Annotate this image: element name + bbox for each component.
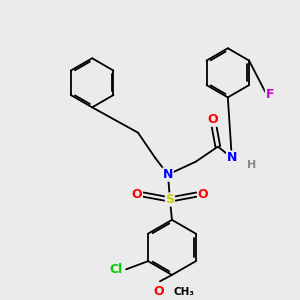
- Text: CH₃: CH₃: [173, 287, 194, 297]
- Text: F: F: [266, 88, 274, 101]
- Text: N: N: [226, 151, 237, 164]
- Text: O: O: [198, 188, 208, 201]
- Text: S: S: [166, 193, 175, 206]
- Text: O: O: [153, 285, 164, 298]
- Text: O: O: [208, 113, 218, 126]
- Text: Cl: Cl: [109, 263, 122, 276]
- Text: N: N: [163, 168, 173, 181]
- Text: O: O: [132, 188, 142, 201]
- Text: H: H: [247, 160, 256, 170]
